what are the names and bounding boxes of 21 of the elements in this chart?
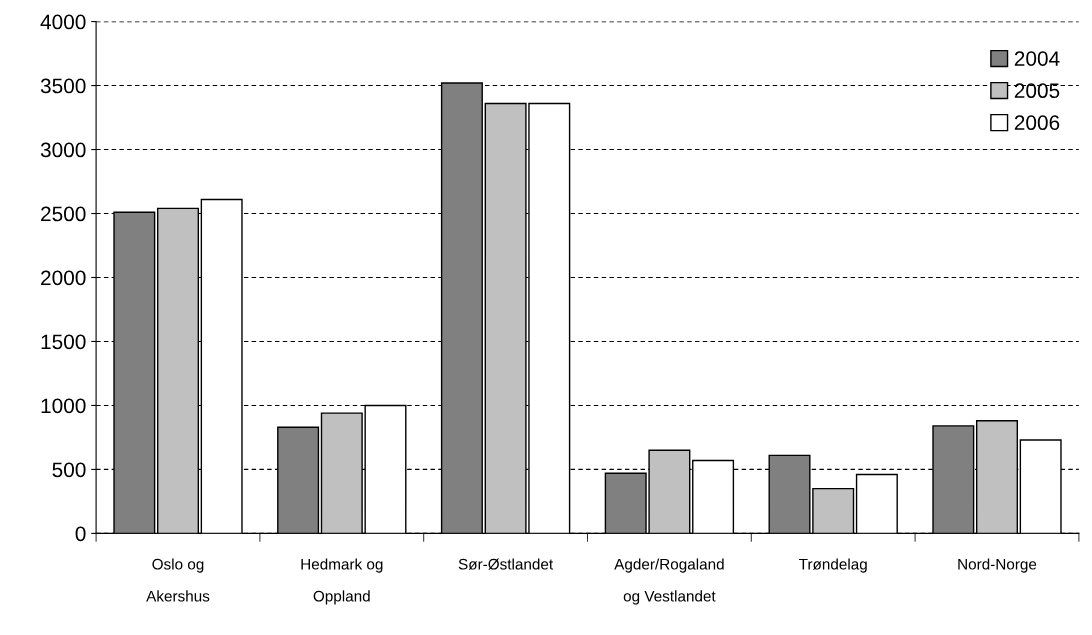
x-tick-label: Nord-Norge [958,558,1037,573]
y-tick-label: 0 [75,526,86,542]
y-tick-label: 2000 [41,270,86,286]
x-tick-label: Sør-Østlandet [458,558,554,570]
x-tick-label: Agder/Rogaland og Vestlandet [614,558,724,605]
x-tick-label: Hedmark og Oppland [301,558,383,605]
legend-label: 2006 [1014,115,1060,131]
y-tick-label: 1000 [41,398,86,414]
bar [855,473,898,534]
legend-label: 2005 [1014,83,1060,99]
y-tick-label: 1500 [41,334,86,350]
x-tick-label: Trøndelag [799,558,867,573]
x-tick-label: Oslo og Akershus [146,558,210,602]
y-tick-label: 4000 [40,14,86,30]
y-tick-label: 3500 [40,78,86,94]
bar [113,211,156,534]
y-tick-label: 2500 [41,206,86,222]
bar [1019,439,1062,534]
y-tick-label: 3000 [40,142,86,158]
y-tick-label: 500 [52,462,86,478]
legend-label: 2004 [1014,51,1060,66]
